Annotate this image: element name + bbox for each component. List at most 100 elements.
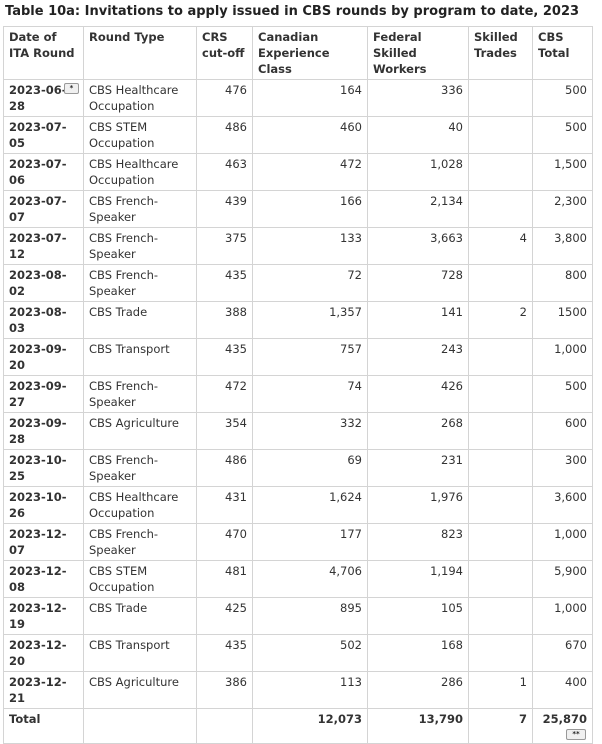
cell-date: 2023-08-02 (3, 264, 84, 302)
cell-skilled-trades (468, 338, 533, 376)
cell-fsw: 728 (367, 264, 469, 302)
cell-crs-cutoff: 388 (196, 301, 253, 339)
table-row: 2023-12-19 CBS Trade 425 895 105 1,000 (3, 597, 593, 635)
cell-skilled-trades (468, 264, 533, 302)
cell-skilled-trades (468, 597, 533, 635)
cell-value: 2,300 (554, 194, 587, 208)
cell-value: 2023-10-25 (9, 453, 67, 483)
cell-crs-cutoff: 435 (196, 338, 253, 376)
cell-round-type: CBS Healthcare Occupation (83, 486, 197, 524)
cell-value: 1,500 (554, 157, 587, 171)
cell-round-type: CBS French-Speaker (83, 523, 197, 561)
table-row: 2023-10-26 CBS Healthcare Occupation 431 1,… (3, 486, 593, 524)
cell-value: 600 (565, 416, 587, 430)
cell-crs-cutoff: 431 (196, 486, 253, 524)
cell-value: 2023-07-06 (9, 157, 67, 187)
cell-fsw: 2,134 (367, 190, 469, 228)
cell-fsw: 426 (367, 375, 469, 413)
cell-fsw: 286 (367, 671, 469, 709)
cell-value: 40 (448, 120, 463, 134)
cell-value: CBS STEM Occupation (89, 120, 155, 150)
cell-fsw: 231 (367, 449, 469, 487)
header-round-type: Round Type (83, 26, 197, 80)
table-row: 2023-07-06 CBS Healthcare Occupation 463 47… (3, 153, 593, 191)
cell-value: 2023-09-28 (9, 416, 67, 446)
cell-fsw: 823 (367, 523, 469, 561)
cell-value: 286 (441, 675, 463, 689)
cell-fsw: 1,028 (367, 153, 469, 191)
cell-value: CBS French-Speaker (89, 453, 159, 483)
cell-crs-cutoff: 375 (196, 227, 253, 265)
cell-value: 166 (340, 194, 362, 208)
cell-value: 1 (519, 675, 527, 689)
cell-crs-cutoff: 425 (196, 597, 253, 635)
cell-skilled-trades (468, 375, 533, 413)
table-row: 2023-08-02 CBS French-Speaker 435 72 728 800 (3, 264, 593, 302)
cell-value: 426 (441, 379, 463, 393)
cell-skilled-trades (468, 116, 533, 154)
cell-fsw: 243 (367, 338, 469, 376)
cell-value: 2023-12-07 (9, 527, 67, 557)
table-row: 2023-10-25 CBS French-Speaker 486 69 231 300 (3, 449, 593, 487)
header-cec: Canadian Experience Class (252, 26, 368, 80)
total-row: Total 12,073 13,790 7 25,870 ** (3, 708, 593, 744)
cell-cec: 166 (252, 190, 368, 228)
cell-value: 500 (565, 120, 587, 134)
header-skilled-trades: Skilled Trades (468, 26, 533, 80)
cell-round-type: CBS Agriculture (83, 671, 197, 709)
cell-value: 2023-12-19 (9, 601, 67, 631)
cell-cec: 895 (252, 597, 368, 635)
cell-value: 2023-07-12 (9, 231, 67, 261)
cell-round-type: CBS French-Speaker (83, 375, 197, 413)
cell-round-type: CBS French-Speaker (83, 227, 197, 265)
cell-date: 2023-07-06 (3, 153, 84, 191)
cell-cbs-total: 2,300 (532, 190, 593, 228)
cell-crs-cutoff: 435 (196, 264, 253, 302)
cell-value: 460 (340, 120, 362, 134)
cell-round-type: CBS French-Speaker (83, 190, 197, 228)
cell-skilled-trades (468, 449, 533, 487)
table-caption: Table 10a: Invitations to apply issued i… (5, 4, 580, 19)
cell-date: 2023-12-07 (3, 523, 84, 561)
cell-value: CBS Transport (89, 638, 170, 652)
cell-value: 1,194 (430, 564, 463, 578)
cell-value: 2023-07-07 (9, 194, 67, 224)
cell-crs-cutoff: 386 (196, 671, 253, 709)
cell-cec: 460 (252, 116, 368, 154)
cell-skilled-trades: 1 (468, 671, 533, 709)
row-expand-button[interactable]: * (64, 83, 79, 94)
cell-round-type: CBS Agriculture (83, 412, 197, 450)
cell-value: 375 (225, 231, 247, 245)
cell-date: 2023-07-05 (3, 116, 84, 154)
cell-round-type: CBS French-Speaker (83, 264, 197, 302)
cell-round-type: CBS French-Speaker (83, 449, 197, 487)
cell-cec: 757 (252, 338, 368, 376)
cell-cbs-total: 3,800 (532, 227, 593, 265)
footnote-expand-button[interactable]: ** (566, 729, 586, 740)
cell-value: 1,976 (430, 490, 463, 504)
cell-cbs-total: 600 (532, 412, 593, 450)
cell-cbs-total: 5,900 (532, 560, 593, 598)
table-row: 2023-07-07 CBS French-Speaker 439 166 2,134 2… (3, 190, 593, 228)
cell-value: CBS Trade (89, 601, 148, 615)
cell-date: 2023-10-25 (3, 449, 84, 487)
cell-value: CBS Agriculture (89, 416, 179, 430)
header-date: Date of ITA Round (3, 26, 84, 80)
cell-value: CBS French-Speaker (89, 527, 159, 557)
cell-value: 4 (519, 231, 527, 245)
cell-fsw: 40 (367, 116, 469, 154)
cell-fsw: 336 (367, 79, 469, 117)
cell-value: 177 (340, 527, 362, 541)
cell-cec: 1,624 (252, 486, 368, 524)
cell-value: CBS Agriculture (89, 675, 179, 689)
cell-value: 168 (441, 638, 463, 652)
cell-round-type: CBS Trade (83, 597, 197, 635)
cell-value: 800 (565, 268, 587, 282)
total-fsw: 13,790 (367, 708, 469, 744)
cell-value: 105 (441, 601, 463, 615)
cell-cec: 164 (252, 79, 368, 117)
cell-fsw: 105 (367, 597, 469, 635)
header-crs-cutoff: CRS cut-off (196, 26, 253, 80)
cell-skilled-trades (468, 634, 533, 672)
cell-value: 435 (225, 638, 247, 652)
